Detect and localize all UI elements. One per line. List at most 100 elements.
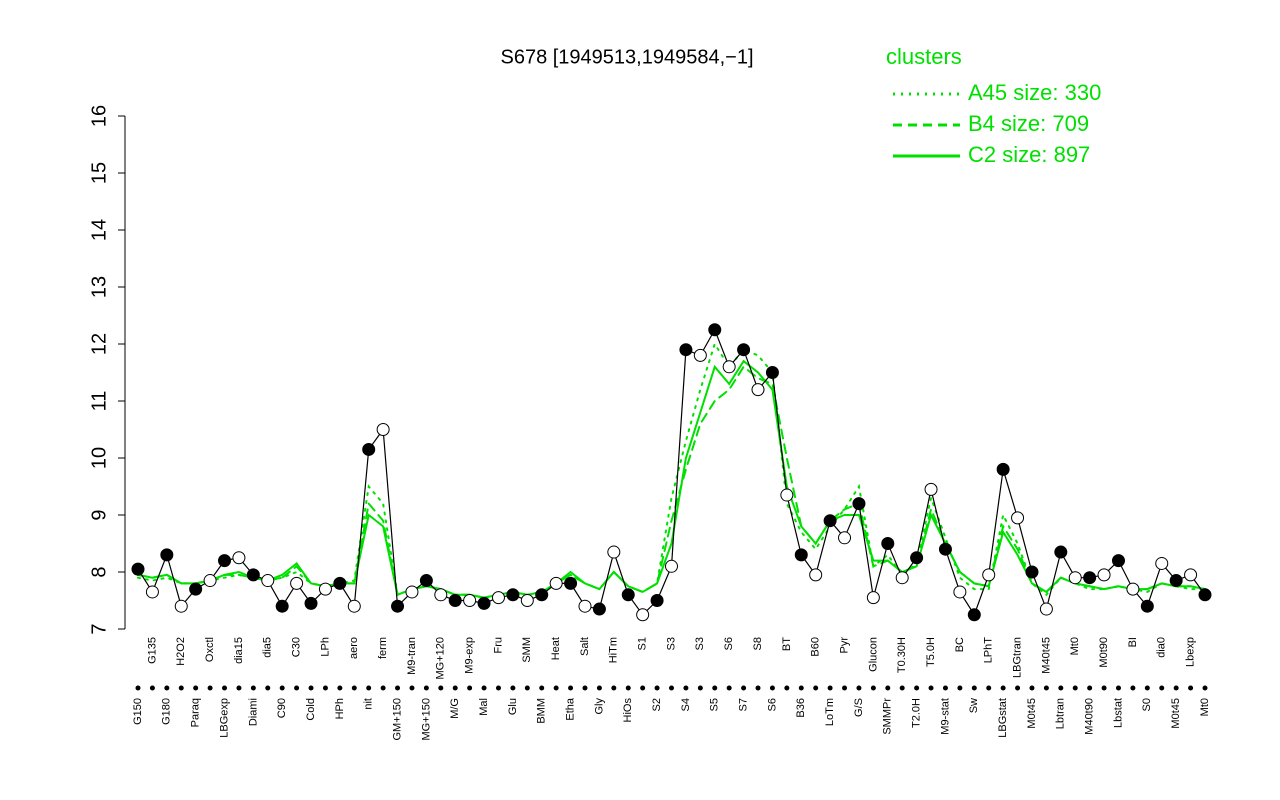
rug — [452, 685, 458, 691]
point — [607, 545, 621, 559]
x-tick-label: S7 — [738, 698, 750, 711]
point — [261, 574, 275, 588]
rug — [654, 685, 660, 691]
x-tick-label: dia15 — [233, 637, 245, 664]
legend-label: A45 size: 330 — [968, 80, 1101, 105]
x-tick-label: SMMPr — [882, 698, 894, 735]
x-tick-label: Mal — [478, 698, 490, 716]
rug — [712, 685, 718, 691]
rug — [957, 685, 963, 691]
x-tick-label: Sw — [968, 698, 980, 713]
point — [592, 602, 606, 616]
rug — [322, 685, 328, 691]
rug — [611, 685, 617, 691]
x-tick-label: G/S — [853, 698, 865, 717]
rug — [265, 685, 271, 691]
rug — [683, 685, 689, 691]
rug — [769, 685, 775, 691]
rug — [395, 685, 401, 691]
x-tick-label: Etha — [564, 697, 576, 721]
legend-title: clusters — [886, 44, 962, 69]
x-tick-label: S3 — [694, 637, 706, 650]
point — [636, 608, 650, 622]
point — [838, 531, 852, 545]
x-tick-label: Mt0 — [1069, 637, 1081, 655]
x-tick-label: S6 — [766, 698, 778, 711]
point — [549, 576, 563, 590]
point — [693, 348, 707, 362]
rug — [1130, 685, 1136, 691]
y-tick-label: 15 — [88, 162, 110, 184]
rug — [813, 685, 819, 691]
point — [794, 548, 808, 562]
rug — [178, 685, 184, 691]
rug — [351, 685, 357, 691]
x-tick-label: S8 — [752, 637, 764, 650]
x-tick-label: BMM — [536, 698, 548, 724]
rug — [164, 685, 170, 691]
x-tick-label: S5 — [709, 698, 721, 711]
point — [232, 551, 246, 565]
x-tick-label: BI — [1127, 637, 1139, 647]
point — [1184, 568, 1198, 582]
rug — [539, 685, 545, 691]
point — [275, 599, 289, 613]
point — [318, 582, 332, 596]
rug — [625, 685, 631, 691]
x-tick-label: M0t90 — [1098, 637, 1110, 668]
x-tick-label: LBGstat — [997, 698, 1009, 738]
x-tick-label: M40t45 — [1040, 637, 1052, 674]
point — [722, 360, 736, 374]
point — [1126, 582, 1140, 596]
x-tick-label: ferm — [377, 637, 389, 659]
rug — [582, 685, 588, 691]
x-tick-label: B60 — [810, 637, 822, 657]
x-tick-label: HiOs — [622, 698, 634, 723]
x-tick-label: T5.0H — [925, 637, 937, 667]
rug — [207, 685, 213, 691]
rug — [1188, 685, 1194, 691]
rug — [438, 685, 444, 691]
x-tick-label: C30 — [291, 637, 303, 657]
rug — [971, 685, 977, 691]
x-tick-label: S6 — [723, 637, 735, 650]
rug — [1159, 685, 1165, 691]
x-tick-label: H2O2 — [175, 637, 187, 666]
point — [520, 594, 534, 607]
rug — [798, 685, 804, 691]
point — [910, 551, 924, 565]
rug — [697, 685, 703, 691]
rug — [135, 685, 141, 691]
rug — [409, 685, 415, 691]
x-tick-label: G150 — [132, 698, 144, 725]
rug — [640, 685, 646, 691]
rug — [986, 685, 992, 691]
x-tick-label: LoTm — [824, 698, 836, 726]
x-tick-label: Lbexp — [1184, 637, 1196, 667]
x-tick-label: Cold — [305, 698, 317, 721]
rug — [423, 685, 429, 691]
rug — [250, 685, 256, 691]
x-tick-label: MG+150 — [420, 698, 432, 741]
x-tick-label: M9-tran — [406, 637, 418, 675]
rug — [1043, 685, 1049, 691]
point — [780, 488, 794, 502]
y-tick-label: 16 — [88, 105, 110, 127]
x-tick-label: HPh — [334, 698, 346, 719]
point — [881, 537, 895, 550]
x-tick-label: M9-exp — [464, 637, 476, 674]
x-tick-label: Pyr — [838, 637, 850, 654]
x-tick-label: aero — [348, 637, 360, 659]
x-tick-label: BT — [781, 637, 793, 651]
x-tick-label: Paraq — [190, 698, 202, 727]
y-tick-label: 12 — [88, 333, 110, 355]
point — [996, 462, 1010, 476]
rug — [669, 685, 674, 691]
rug — [914, 685, 920, 691]
x-tick-label: M9-stat — [939, 698, 951, 735]
point — [765, 366, 779, 379]
x-tick-label: HiTm — [608, 637, 620, 663]
rug — [1072, 685, 1078, 691]
rug — [885, 685, 891, 691]
